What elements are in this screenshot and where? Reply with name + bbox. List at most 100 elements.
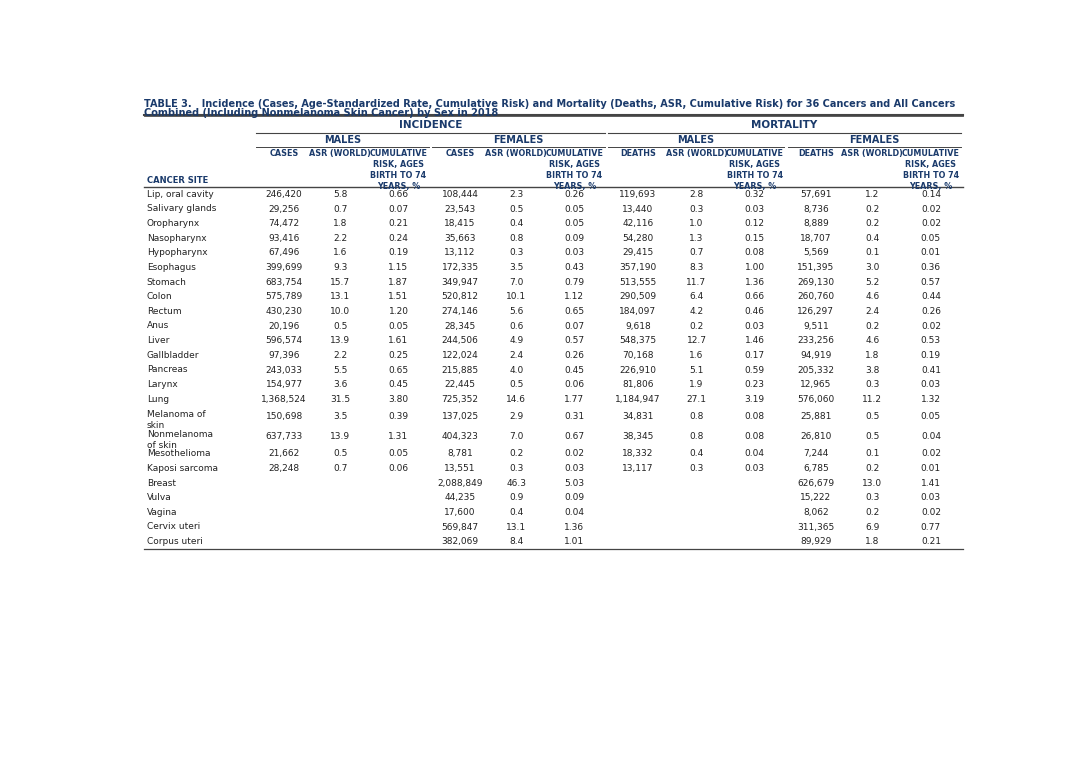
Text: 44,235: 44,235 [445,494,475,503]
Text: 0.04: 0.04 [921,432,941,441]
Text: 3.5: 3.5 [334,412,348,421]
Text: 0.26: 0.26 [921,307,941,316]
Text: 8.4: 8.4 [509,537,524,546]
Text: 0.46: 0.46 [744,307,765,316]
Text: 5.5: 5.5 [334,365,348,374]
Text: CANCER SITE: CANCER SITE [147,176,207,185]
Text: 0.02: 0.02 [921,205,941,214]
Text: 1,184,947: 1,184,947 [616,395,661,404]
Text: 1.61: 1.61 [389,336,408,345]
Text: 1.00: 1.00 [744,263,765,272]
Text: 0.05: 0.05 [389,449,408,458]
Text: 13.0: 13.0 [862,479,882,487]
Text: 1.3: 1.3 [689,234,704,243]
Text: 3.8: 3.8 [865,365,879,374]
Text: Colon: Colon [147,292,172,301]
Text: 13.1: 13.1 [330,293,350,301]
Text: 1.0: 1.0 [689,219,704,228]
Text: 2.2: 2.2 [334,234,348,243]
Text: MALES: MALES [324,135,361,145]
Text: 0.03: 0.03 [744,205,765,214]
Text: Corpus uteri: Corpus uteri [147,537,203,546]
Text: 0.23: 0.23 [744,380,765,389]
Text: 2.8: 2.8 [689,190,703,199]
Text: 172,335: 172,335 [442,263,478,272]
Text: 4.2: 4.2 [689,307,703,316]
Text: 122,024: 122,024 [442,351,478,360]
Text: 0.03: 0.03 [744,464,765,473]
Text: 0.03: 0.03 [744,322,765,331]
Text: 0.17: 0.17 [744,351,765,360]
Text: 89,929: 89,929 [800,537,832,546]
Text: 7,244: 7,244 [804,449,828,458]
Text: 35,663: 35,663 [444,234,476,243]
Text: Nonmelanoma
of skin: Nonmelanoma of skin [147,430,213,450]
Text: 5.2: 5.2 [865,278,879,286]
Text: 0.05: 0.05 [921,412,941,421]
Text: 0.53: 0.53 [921,336,941,345]
Text: 404,323: 404,323 [442,432,478,441]
Text: Hypopharynx: Hypopharynx [147,248,207,257]
Text: 0.09: 0.09 [565,234,584,243]
Text: 12,965: 12,965 [800,380,832,389]
Text: 0.02: 0.02 [921,449,941,458]
Text: 21,662: 21,662 [269,449,300,458]
Text: 81,806: 81,806 [622,380,653,389]
Text: 8.3: 8.3 [689,263,704,272]
Text: 0.02: 0.02 [921,322,941,331]
Text: 2,088,849: 2,088,849 [437,479,483,487]
Text: 67,496: 67,496 [269,248,300,257]
Text: Pancreas: Pancreas [147,365,187,374]
Text: 596,574: 596,574 [266,336,302,345]
Text: 29,415: 29,415 [622,248,653,257]
Text: 0.4: 0.4 [689,449,703,458]
Text: 683,754: 683,754 [266,278,302,286]
Text: Rectum: Rectum [147,307,181,316]
Text: 28,248: 28,248 [269,464,300,473]
Text: 1.20: 1.20 [389,307,408,316]
Text: 244,506: 244,506 [442,336,478,345]
Text: 0.26: 0.26 [565,190,584,199]
Text: 4.6: 4.6 [865,336,879,345]
Text: 23,543: 23,543 [445,205,475,214]
Text: 126,297: 126,297 [797,307,835,316]
Text: 0.31: 0.31 [565,412,584,421]
Text: 3.19: 3.19 [744,395,765,404]
Text: 3.0: 3.0 [865,263,879,272]
Text: 0.02: 0.02 [921,508,941,517]
Text: 1.77: 1.77 [565,395,584,404]
Text: 569,847: 569,847 [442,523,478,532]
Text: 0.66: 0.66 [389,190,408,199]
Text: 9,511: 9,511 [802,322,828,331]
Text: TABLE 3.   Incidence (Cases, Age-Standardized Rate, Cumulative Risk) and Mortali: TABLE 3. Incidence (Cases, Age-Standardi… [145,99,956,108]
Text: CUMULATIVE
RISK, AGES
BIRTH TO 74
YEARS, %: CUMULATIVE RISK, AGES BIRTH TO 74 YEARS,… [369,150,428,191]
Text: 0.5: 0.5 [865,432,879,441]
Text: 10.1: 10.1 [507,293,526,301]
Text: CUMULATIVE
RISK, AGES
BIRTH TO 74
YEARS, %: CUMULATIVE RISK, AGES BIRTH TO 74 YEARS,… [726,150,784,191]
Text: 25,881: 25,881 [800,412,832,421]
Text: 0.36: 0.36 [921,263,941,272]
Text: CUMULATIVE
RISK, AGES
BIRTH TO 74
YEARS, %: CUMULATIVE RISK, AGES BIRTH TO 74 YEARS,… [545,150,604,191]
Text: 3.80: 3.80 [389,395,408,404]
Text: 6.9: 6.9 [865,523,879,532]
Text: 1.36: 1.36 [744,278,765,286]
Text: 0.8: 0.8 [689,412,704,421]
Text: 57,691: 57,691 [800,190,832,199]
Text: 0.03: 0.03 [565,248,584,257]
Text: 0.21: 0.21 [921,537,941,546]
Text: 9,618: 9,618 [625,322,651,331]
Text: 7.0: 7.0 [509,432,524,441]
Text: 13,112: 13,112 [445,248,476,257]
Text: 93,416: 93,416 [269,234,300,243]
Text: Gallbladder: Gallbladder [147,351,199,360]
Text: 1.8: 1.8 [865,537,879,546]
Text: 290,509: 290,509 [620,293,657,301]
Text: 0.2: 0.2 [509,449,524,458]
Text: 725,352: 725,352 [442,395,478,404]
Text: Nasopharynx: Nasopharynx [147,234,206,243]
Text: 54,280: 54,280 [622,234,653,243]
Text: 0.4: 0.4 [509,508,524,517]
Text: 2.2: 2.2 [334,351,348,360]
Text: 70,168: 70,168 [622,351,653,360]
Text: 0.05: 0.05 [921,234,941,243]
